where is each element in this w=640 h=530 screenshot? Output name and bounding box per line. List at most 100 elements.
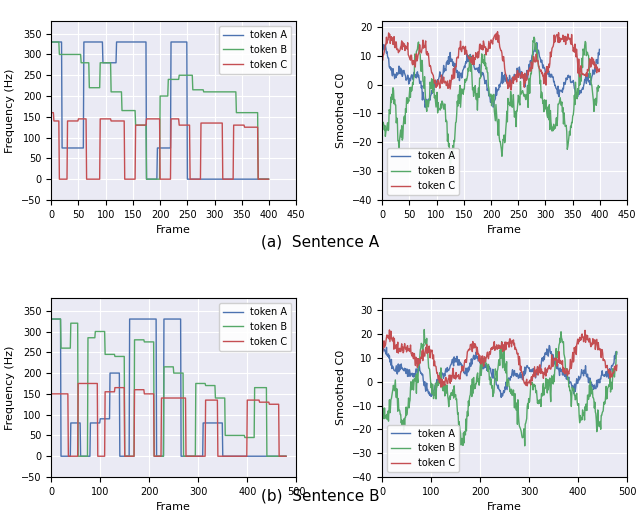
- token B: [465, 68, 472, 74]
- token A: [133, 39, 141, 45]
- token C: [74, 118, 82, 124]
- token B: [206, 89, 214, 95]
- token A: [533, 39, 541, 46]
- token C: [511, 340, 518, 347]
- token C: [56, 176, 63, 182]
- Line: token B: token B: [51, 42, 269, 179]
- token A: [143, 176, 150, 182]
- token B: [378, 400, 386, 406]
- token B: [265, 176, 273, 182]
- token B: [220, 395, 228, 401]
- token A: [593, 382, 600, 388]
- X-axis label: Frame: Frame: [487, 502, 522, 513]
- token B: [452, 392, 460, 398]
- token C: [538, 67, 545, 73]
- token A: [184, 176, 192, 182]
- token B: [47, 316, 55, 322]
- token C: [118, 118, 126, 124]
- token B: [593, 418, 600, 424]
- token C: [378, 354, 386, 360]
- token A: [404, 75, 412, 81]
- token B: [184, 72, 192, 78]
- X-axis label: Frame: Frame: [156, 225, 191, 235]
- token C: [493, 29, 501, 35]
- token C: [47, 391, 55, 397]
- token C: [378, 55, 386, 61]
- token A: [147, 316, 154, 322]
- Text: (a)  Sentence A: (a) Sentence A: [261, 234, 379, 250]
- token C: [65, 453, 72, 460]
- token A: [205, 176, 212, 182]
- token C: [552, 356, 559, 363]
- token C: [262, 399, 269, 405]
- token B: [47, 39, 55, 45]
- token B: [420, 326, 428, 333]
- token C: [478, 359, 486, 366]
- Line: token A: token A: [382, 346, 617, 398]
- token B: [74, 51, 81, 58]
- token B: [613, 349, 621, 355]
- token B: [179, 370, 187, 376]
- Y-axis label: Frequency (Hz): Frequency (Hz): [5, 68, 15, 153]
- Legend: token A, token B, token C: token A, token B, token C: [220, 26, 291, 74]
- token A: [536, 54, 544, 60]
- token A: [465, 52, 472, 59]
- Y-axis label: Smoothed C0: Smoothed C0: [336, 73, 346, 148]
- Legend: token A, token B, token C: token A, token B, token C: [220, 303, 291, 351]
- Line: token B: token B: [382, 330, 617, 446]
- token A: [510, 369, 518, 375]
- token B: [261, 384, 269, 391]
- token B: [147, 339, 154, 345]
- token C: [613, 362, 621, 368]
- token C: [282, 453, 290, 460]
- token A: [206, 176, 214, 182]
- token C: [449, 76, 457, 82]
- token B: [191, 453, 198, 460]
- token C: [522, 382, 529, 388]
- token A: [47, 316, 55, 322]
- token B: [74, 453, 82, 460]
- token A: [191, 453, 198, 460]
- token C: [464, 54, 472, 60]
- Line: token A: token A: [51, 319, 286, 456]
- token C: [404, 51, 412, 58]
- token B: [143, 176, 150, 182]
- token C: [147, 391, 155, 397]
- token C: [437, 384, 445, 391]
- token A: [121, 453, 129, 460]
- token C: [221, 453, 228, 460]
- token C: [206, 120, 214, 126]
- token B: [404, 96, 412, 103]
- token C: [596, 66, 604, 72]
- token A: [552, 361, 559, 368]
- token A: [378, 348, 386, 355]
- Line: token A: token A: [382, 42, 600, 107]
- token B: [552, 358, 559, 365]
- token B: [133, 122, 141, 128]
- token B: [378, 122, 386, 129]
- token C: [184, 122, 192, 128]
- Line: token C: token C: [51, 384, 286, 456]
- token A: [538, 59, 545, 66]
- token C: [205, 120, 212, 126]
- token A: [545, 342, 553, 349]
- token A: [596, 46, 604, 52]
- token A: [451, 356, 459, 362]
- token C: [593, 339, 600, 346]
- token C: [134, 122, 141, 128]
- token B: [522, 420, 529, 426]
- Line: token C: token C: [382, 330, 617, 387]
- token A: [613, 351, 621, 357]
- token B: [510, 394, 518, 401]
- token A: [220, 453, 228, 460]
- token C: [508, 87, 515, 93]
- token C: [180, 395, 188, 401]
- token A: [265, 176, 273, 182]
- token A: [57, 453, 65, 460]
- token B: [450, 152, 458, 158]
- Line: token B: token B: [382, 37, 600, 164]
- token B: [596, 84, 604, 90]
- token B: [538, 95, 545, 101]
- Legend: token A, token B, token C: token A, token B, token C: [387, 147, 459, 195]
- token B: [530, 34, 538, 40]
